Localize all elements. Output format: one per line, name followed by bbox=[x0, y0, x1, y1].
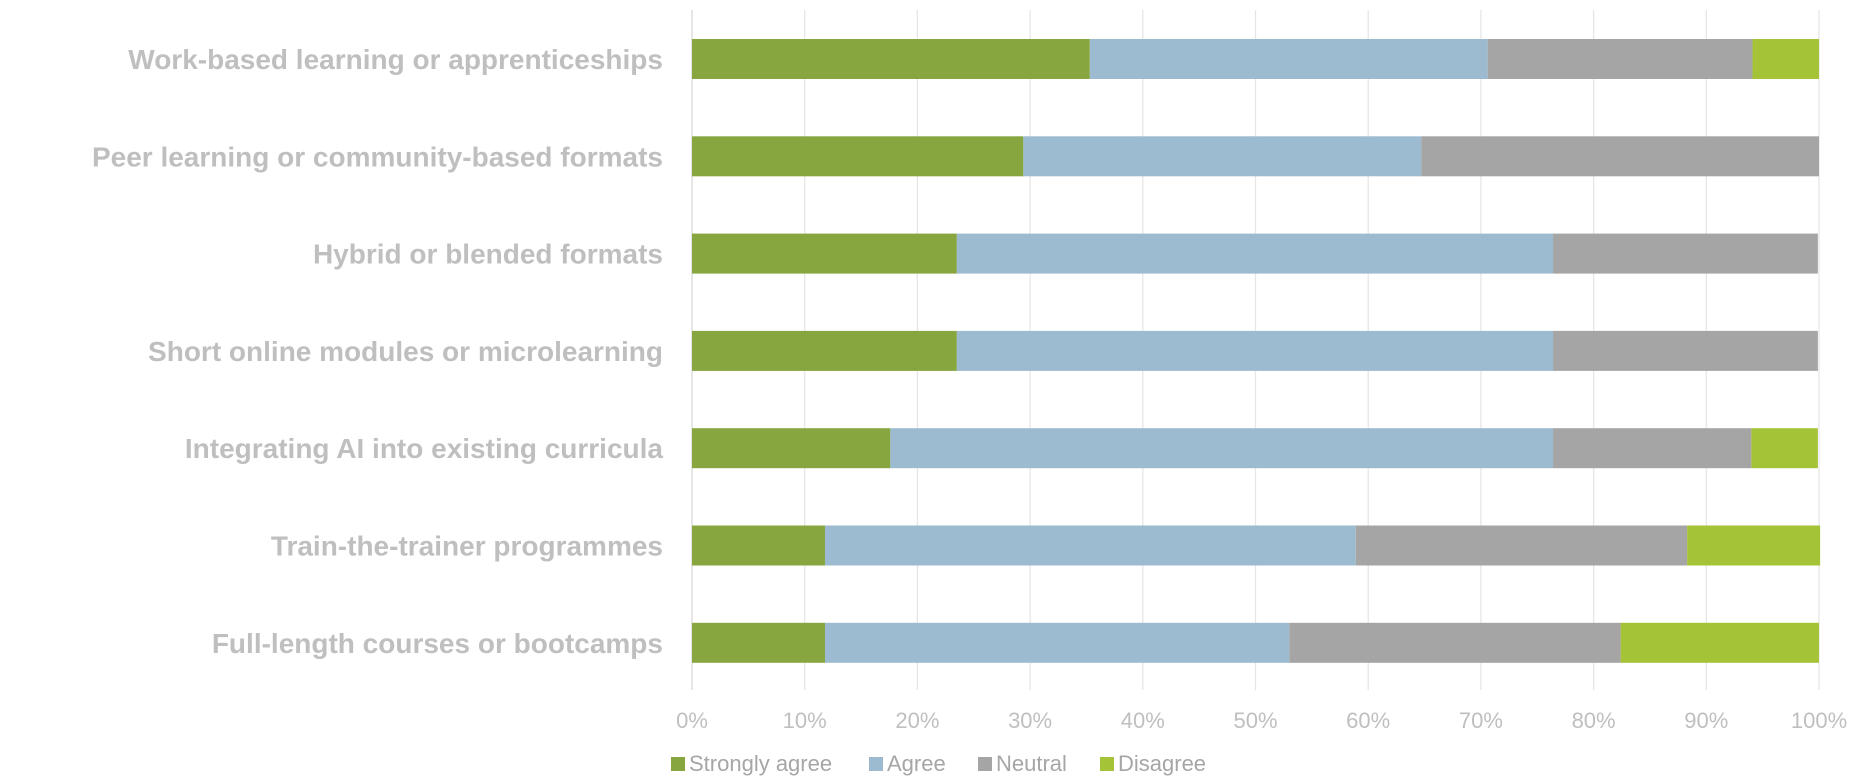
x-tick-label: 60% bbox=[1346, 708, 1390, 733]
x-tick-label: 20% bbox=[895, 708, 939, 733]
bar-segment bbox=[824, 525, 1356, 566]
legend-label: Agree bbox=[887, 751, 946, 776]
legend-swatch bbox=[1100, 757, 1114, 771]
legend-swatch bbox=[671, 757, 685, 771]
x-tick-label: 30% bbox=[1008, 708, 1052, 733]
category-label: Train-the-trainer programmes bbox=[271, 531, 663, 562]
bar-segment bbox=[692, 233, 957, 274]
bar-segment bbox=[1751, 428, 1818, 469]
bars bbox=[692, 39, 1821, 663]
bar-segment bbox=[1289, 622, 1621, 663]
category-label: Full-length courses or bootcamps bbox=[212, 628, 663, 659]
legend: Strongly agree Agree Neutral Disagree bbox=[671, 751, 1206, 776]
category-label: Work-based learning or apprenticeships bbox=[128, 44, 663, 75]
bar-segment bbox=[1687, 525, 1821, 566]
x-tick-label: 50% bbox=[1233, 708, 1277, 733]
bar-segment bbox=[1752, 39, 1819, 79]
bar-segment bbox=[692, 622, 825, 663]
x-tick-label: 10% bbox=[783, 708, 827, 733]
category-labels: Work-based learning or apprenticeships Pe… bbox=[92, 44, 663, 659]
bar-segment bbox=[956, 233, 1554, 274]
category-label: Short online modules or microlearning bbox=[148, 336, 663, 367]
bar-segment bbox=[824, 622, 1290, 663]
x-tick-label: 70% bbox=[1459, 708, 1503, 733]
bar-segment bbox=[1553, 233, 1818, 274]
bar-segment bbox=[1553, 428, 1752, 469]
legend-label: Neutral bbox=[996, 751, 1067, 776]
x-tick-label: 40% bbox=[1121, 708, 1165, 733]
bar-segment bbox=[1421, 136, 1819, 177]
bar-segment bbox=[692, 39, 1090, 79]
legend-swatch bbox=[869, 757, 883, 771]
bar-segment bbox=[890, 428, 1554, 469]
x-tick-label: 90% bbox=[1684, 708, 1728, 733]
legend-label: Strongly agree bbox=[689, 751, 832, 776]
bar-segment bbox=[956, 330, 1554, 371]
bar-segment bbox=[1023, 136, 1422, 177]
x-tick-label: 100% bbox=[1791, 708, 1847, 733]
bar-segment bbox=[692, 330, 957, 371]
bar-segment bbox=[692, 525, 825, 566]
legend-label: Disagree bbox=[1118, 751, 1206, 776]
category-label: Hybrid or blended formats bbox=[313, 239, 663, 270]
bar-segment bbox=[1553, 330, 1818, 371]
bar-segment bbox=[1487, 39, 1753, 79]
legend-swatch bbox=[978, 757, 992, 771]
bar-segment bbox=[692, 136, 1024, 177]
category-label: Integrating AI into existing curricula bbox=[185, 433, 664, 464]
bar-segment bbox=[692, 428, 891, 469]
x-axis-ticks: 0% 10% 20% 30% 40% 50% 60% 70% 80% 90% 100% bbox=[676, 708, 1847, 733]
bar-segment bbox=[1089, 39, 1488, 79]
bar-segment bbox=[1355, 525, 1688, 566]
x-tick-label: 0% bbox=[676, 708, 708, 733]
x-tick-label: 80% bbox=[1572, 708, 1616, 733]
category-label: Peer learning or community-based formats bbox=[92, 141, 663, 172]
bar-segment bbox=[1620, 622, 1819, 663]
